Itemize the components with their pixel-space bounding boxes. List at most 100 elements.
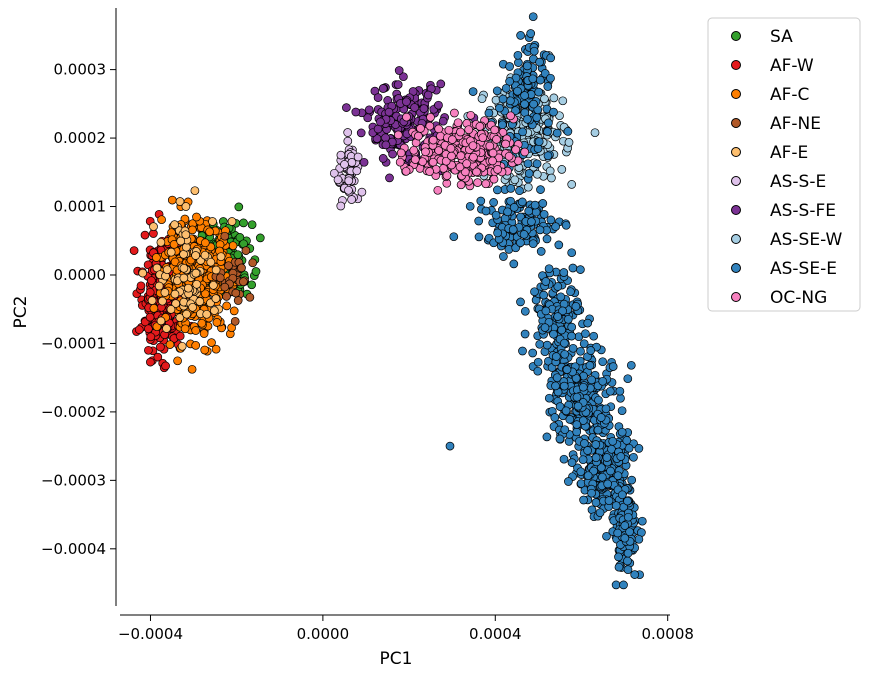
point	[544, 83, 552, 91]
point	[525, 207, 533, 215]
point	[564, 127, 572, 135]
point	[540, 95, 548, 103]
legend-label: AS-S-FE	[770, 201, 836, 221]
point	[577, 468, 585, 476]
point	[581, 330, 589, 338]
point	[256, 234, 264, 242]
point	[192, 341, 200, 349]
point	[616, 387, 624, 395]
point	[485, 109, 493, 117]
point	[191, 187, 199, 195]
point	[429, 136, 437, 144]
point	[543, 235, 551, 243]
point	[529, 13, 537, 21]
point	[182, 203, 190, 211]
series-as-s-e	[330, 129, 366, 211]
point	[550, 94, 558, 102]
point	[584, 472, 592, 480]
point	[174, 357, 182, 365]
point	[345, 177, 353, 185]
point	[209, 281, 217, 289]
point	[579, 383, 587, 391]
point	[599, 377, 607, 385]
point	[446, 442, 454, 450]
point	[618, 407, 626, 415]
point	[435, 125, 443, 133]
point	[489, 157, 497, 165]
point	[196, 298, 204, 306]
point	[521, 148, 529, 156]
point	[150, 304, 158, 312]
point	[565, 138, 573, 146]
y-tick-label: 0.0003	[54, 61, 107, 79]
point	[467, 111, 475, 119]
point	[544, 128, 552, 136]
point	[419, 158, 427, 166]
point	[376, 118, 384, 126]
point	[555, 241, 563, 249]
point	[344, 129, 352, 137]
point	[499, 95, 507, 103]
point	[178, 342, 186, 350]
point	[348, 196, 356, 204]
point	[201, 346, 209, 354]
point	[239, 278, 247, 286]
point	[147, 277, 155, 285]
point	[540, 210, 548, 218]
point	[627, 361, 635, 369]
point	[410, 146, 418, 154]
point	[491, 126, 499, 134]
y-tick-label: −0.0001	[41, 334, 106, 352]
point	[544, 119, 552, 127]
point	[547, 54, 555, 62]
point	[389, 150, 397, 158]
point	[544, 152, 552, 160]
point	[537, 247, 545, 255]
point	[353, 167, 361, 175]
point	[445, 126, 453, 134]
point	[479, 134, 487, 142]
point	[230, 307, 238, 315]
point	[477, 197, 485, 205]
point	[345, 186, 353, 194]
point	[558, 326, 566, 334]
point	[567, 288, 575, 296]
point	[382, 141, 390, 149]
point	[635, 444, 643, 452]
point	[139, 269, 147, 277]
point	[592, 499, 600, 507]
point	[246, 293, 254, 301]
point	[563, 366, 571, 374]
point	[171, 221, 179, 229]
point	[198, 319, 206, 327]
point	[561, 350, 569, 358]
legend-marker	[732, 293, 741, 302]
point	[249, 259, 257, 267]
point	[188, 365, 196, 373]
point	[150, 223, 158, 231]
point	[530, 47, 538, 55]
point	[162, 362, 170, 370]
point	[180, 274, 188, 282]
legend-marker	[732, 264, 741, 273]
point	[402, 98, 410, 106]
point	[604, 480, 612, 488]
legend-label: AS-S-E	[770, 172, 826, 192]
point	[192, 252, 200, 260]
point	[545, 265, 553, 273]
point	[228, 218, 236, 226]
point	[602, 405, 610, 413]
point	[519, 347, 527, 355]
point	[577, 480, 585, 488]
point	[158, 216, 166, 224]
point	[535, 88, 543, 96]
point	[248, 221, 256, 229]
legend-marker	[732, 148, 741, 157]
point	[543, 433, 551, 441]
point	[596, 509, 604, 517]
point	[157, 238, 165, 246]
point	[474, 179, 482, 187]
point	[529, 75, 537, 83]
legend-label: AF-E	[770, 143, 808, 163]
